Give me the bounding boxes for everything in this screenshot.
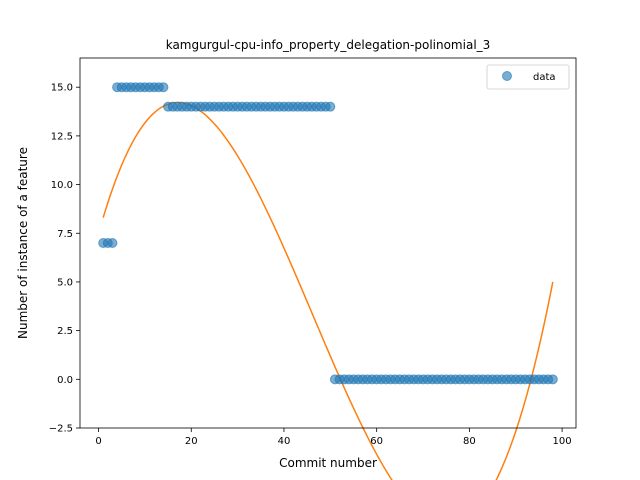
legend: data: [486, 64, 570, 90]
y-tick-label: 12.5: [51, 131, 73, 142]
data-point: [547, 374, 558, 385]
data-point: [107, 238, 118, 248]
x-tick-label: 60: [370, 436, 383, 447]
data-point: [158, 82, 169, 93]
x-tick-label: 0: [95, 436, 101, 447]
y-axis-label: Number of instance of a feature: [16, 147, 30, 339]
x-tick-label: 100: [553, 436, 572, 447]
data-points-layer: [98, 82, 558, 385]
y-tick-label: −2.5: [49, 424, 73, 435]
plot-frame: [79, 57, 577, 429]
legend-box: [486, 64, 570, 90]
x-axis-label: Commit number: [279, 456, 377, 470]
y-tick-label: 15.0: [51, 83, 73, 94]
x-tick-label: 80: [463, 436, 476, 447]
y-tick-label: 5.0: [57, 277, 73, 288]
x-tick-label: 40: [278, 436, 291, 447]
y-tick-label: 2.5: [57, 326, 73, 337]
x-axis-ticks: 0 20 40 60 80 100: [95, 428, 572, 447]
y-tick-label: 10.0: [51, 180, 73, 191]
y-tick-label: 0.0: [57, 375, 73, 386]
legend-marker-data: [502, 71, 512, 81]
chart-title: kamgurgul-cpu-info_property_delegation-p…: [166, 38, 491, 52]
data-point: [325, 101, 336, 112]
y-tick-label: 7.5: [57, 229, 73, 240]
y-axis-ticks: −2.5 0.0 2.5 5.0 7.5 10.0 12.5 15.0: [49, 83, 80, 435]
x-tick-label: 20: [185, 436, 198, 447]
legend-label-data: data: [533, 72, 556, 83]
